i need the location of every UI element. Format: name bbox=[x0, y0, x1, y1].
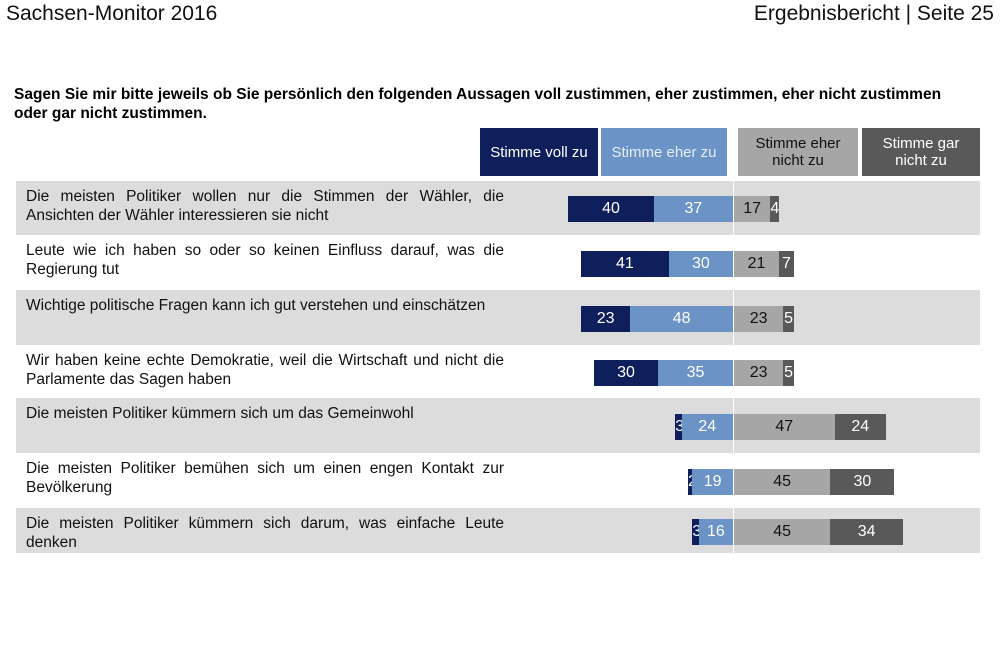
chart-title: Sagen Sie mir bitte jeweils ob Sie persö… bbox=[14, 86, 942, 122]
bar-segment: 47 bbox=[734, 414, 835, 440]
bar-segment: 23 bbox=[581, 306, 631, 332]
legend-item: Stimme eher zu bbox=[601, 128, 727, 176]
bar-segment: 3 bbox=[692, 519, 699, 545]
bar-segment: 45 bbox=[734, 519, 831, 545]
bar-segment: 34 bbox=[830, 519, 904, 545]
bar-segment: 2 bbox=[688, 469, 693, 495]
category-label: Die meisten Politiker kümmern sich um da… bbox=[26, 405, 414, 422]
bar-segment: 30 bbox=[830, 469, 895, 495]
category-label: Wichtige politische Fragen kann ich gut … bbox=[26, 297, 486, 314]
header-page: Ergebnisbericht | Seite 25 bbox=[753, 2, 994, 25]
bar-segment: 37 bbox=[653, 196, 733, 222]
bar-segment: 30 bbox=[593, 360, 659, 386]
bar-segment: 5 bbox=[783, 306, 794, 332]
legend-item: Stimme eher nicht zu bbox=[738, 128, 858, 176]
category-label: Die meisten Politiker wollen nur die Sti… bbox=[26, 188, 504, 224]
bar-segment: 24 bbox=[681, 414, 733, 440]
category-label: Die meisten Politiker kümmern sich darum… bbox=[26, 515, 504, 551]
chart-row: Leute wie ich haben so oder so keinen Ei… bbox=[16, 235, 980, 290]
chart-row: Die meisten Politiker wollen nur die Sti… bbox=[16, 181, 980, 235]
bar-segment: 5 bbox=[783, 360, 794, 386]
bar-segment: 16 bbox=[698, 519, 733, 545]
legend-item: Stimme voll zu bbox=[480, 128, 598, 176]
bar-segment: 19 bbox=[692, 469, 733, 495]
bar-segment: 23 bbox=[734, 360, 784, 386]
bar-segment: 35 bbox=[658, 360, 733, 386]
chart-row: Wir haben keine echte Demokratie, weil d… bbox=[16, 345, 980, 398]
bar-segment: 17 bbox=[734, 196, 771, 222]
category-label: Die meisten Politiker bemühen sich um ei… bbox=[26, 460, 504, 496]
center-axis bbox=[733, 181, 734, 553]
bar-segment: 3 bbox=[675, 414, 682, 440]
bar-segment: 4 bbox=[770, 196, 779, 222]
bar-segment: 21 bbox=[734, 251, 779, 277]
bar-segment: 48 bbox=[630, 306, 733, 332]
bar-segment: 24 bbox=[834, 414, 886, 440]
bar-segment: 7 bbox=[778, 251, 794, 277]
category-label: Leute wie ich haben so oder so keinen Ei… bbox=[26, 242, 504, 278]
category-label: Wir haben keine echte Demokratie, weil d… bbox=[26, 352, 504, 388]
bar-segment: 40 bbox=[568, 196, 654, 222]
bar-segment: 45 bbox=[734, 469, 831, 495]
header-title: Sachsen-Monitor 2016 bbox=[6, 2, 218, 25]
bar-segment: 41 bbox=[581, 251, 669, 277]
legend-item: Stimme gar nicht zu bbox=[862, 128, 980, 176]
bar-segment: 23 bbox=[734, 306, 784, 332]
chart-row: Wichtige politische Fragen kann ich gut … bbox=[16, 290, 980, 345]
bar-segment: 30 bbox=[668, 251, 733, 277]
